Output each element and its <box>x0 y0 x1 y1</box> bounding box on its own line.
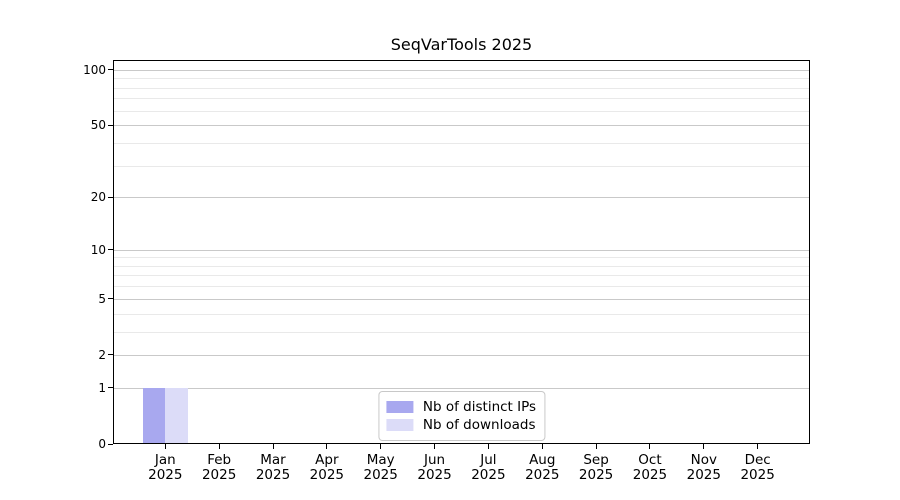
x-tick-month: Mar <box>260 451 286 468</box>
x-tick <box>487 444 489 449</box>
chart-title: SeqVarTools 2025 <box>390 35 533 54</box>
major-gridline <box>114 197 809 199</box>
y-tick-label: 50 <box>90 118 106 133</box>
x-tick <box>164 444 166 449</box>
x-tick-label: Dec 2025 <box>730 451 786 484</box>
legend-label-downloads: Nb of downloads <box>422 417 536 433</box>
x-tick-month: May <box>366 451 395 468</box>
x-tick-label: Apr 2025 <box>299 451 355 484</box>
legend-swatch-distinct-ips <box>385 401 413 413</box>
x-tick-year: 2025 <box>363 467 398 483</box>
x-tick-month: Sep <box>583 451 609 468</box>
x-tick-year: 2025 <box>309 467 345 483</box>
x-tick <box>703 444 705 449</box>
major-gridline <box>114 354 809 356</box>
y-tick-label: 20 <box>90 190 106 205</box>
x-tick-label: Aug 2025 <box>514 451 570 484</box>
y-tick-label: 2 <box>98 347 106 362</box>
x-tick <box>434 444 436 449</box>
x-tick-year: 2025 <box>740 467 775 483</box>
x-tick <box>757 444 759 449</box>
x-tick-month: Oct <box>638 451 662 468</box>
major-gridline <box>114 298 809 300</box>
x-tick-label: Nov 2025 <box>676 451 732 484</box>
legend-label-distinct-ips: Nb of distinct IPs <box>422 399 537 415</box>
major-gridline <box>114 69 809 71</box>
minor-gridline <box>114 98 809 100</box>
y-tick <box>108 69 113 71</box>
x-tick-year: 2025 <box>686 467 721 483</box>
x-tick-year: 2025 <box>148 467 183 483</box>
x-tick-month: Feb <box>207 451 232 468</box>
legend-entry-distinct-ips: Nb of distinct IPs <box>385 398 537 416</box>
x-tick-year: 2025 <box>578 467 614 483</box>
x-tick-year: 2025 <box>255 467 291 483</box>
x-tick-label: Jun 2025 <box>407 451 463 484</box>
minor-gridline <box>114 165 809 167</box>
major-gridline <box>114 249 809 251</box>
y-tick-label: 5 <box>98 291 106 306</box>
x-tick-label: Jul 2025 <box>460 451 516 484</box>
x-tick-label: Feb 2025 <box>191 451 247 484</box>
legend-swatch-downloads <box>385 419 413 431</box>
major-gridline <box>114 125 809 127</box>
minor-gridline <box>114 110 809 112</box>
legend-entry-downloads: Nb of downloads <box>385 416 536 434</box>
x-tick <box>326 444 328 449</box>
x-tick <box>541 444 543 449</box>
x-tick-month: Jan <box>154 451 176 468</box>
x-tick-month: Apr <box>315 451 339 468</box>
bar-distinct-ips <box>142 387 166 443</box>
minor-gridline <box>114 142 809 144</box>
x-tick-month: Nov <box>690 451 717 468</box>
x-tick-month: Dec <box>744 451 771 468</box>
minor-gridline <box>114 331 809 333</box>
minor-gridline <box>114 265 809 267</box>
minor-gridline <box>114 313 809 315</box>
x-tick-label: Jan 2025 <box>137 451 193 484</box>
major-gridline <box>114 387 809 389</box>
y-tick-label: 10 <box>90 242 106 257</box>
plot-area: Nb of distinct IPs Nb of downloads <box>113 60 810 444</box>
y-tick <box>108 354 113 356</box>
x-tick <box>272 444 274 449</box>
y-tick <box>108 387 113 389</box>
x-tick-label: Oct 2025 <box>622 451 678 484</box>
x-tick-year: 2025 <box>525 467 560 483</box>
x-tick-year: 2025 <box>417 467 452 483</box>
minor-gridline <box>114 78 809 80</box>
y-tick <box>108 124 113 126</box>
y-tick <box>108 196 113 198</box>
x-tick-label: May 2025 <box>353 451 409 484</box>
y-tick <box>108 298 113 300</box>
y-tick-label: 1 <box>98 380 106 395</box>
x-tick-year: 2025 <box>201 467 237 483</box>
y-tick-label: 0 <box>98 437 106 451</box>
y-tick-label: 100 <box>83 62 106 77</box>
y-tick <box>108 443 113 445</box>
x-tick-year: 2025 <box>632 467 668 483</box>
y-tick <box>108 249 113 251</box>
x-tick-label: Mar 2025 <box>245 451 301 484</box>
x-tick-label: Sep 2025 <box>568 451 624 484</box>
minor-gridline <box>114 87 809 89</box>
x-tick-month: Jul <box>480 451 497 468</box>
minor-gridline <box>114 257 809 259</box>
x-tick-month: Aug <box>529 451 556 468</box>
legend: Nb of distinct IPs Nb of downloads <box>377 391 546 441</box>
x-tick <box>380 444 382 449</box>
minor-gridline <box>114 286 809 288</box>
x-tick <box>595 444 597 449</box>
minor-gridline <box>114 275 809 277</box>
x-tick-month: Jun <box>424 451 446 468</box>
x-tick <box>649 444 651 449</box>
x-tick <box>218 444 220 449</box>
bar-downloads <box>165 387 188 443</box>
x-tick-year: 2025 <box>471 467 506 483</box>
